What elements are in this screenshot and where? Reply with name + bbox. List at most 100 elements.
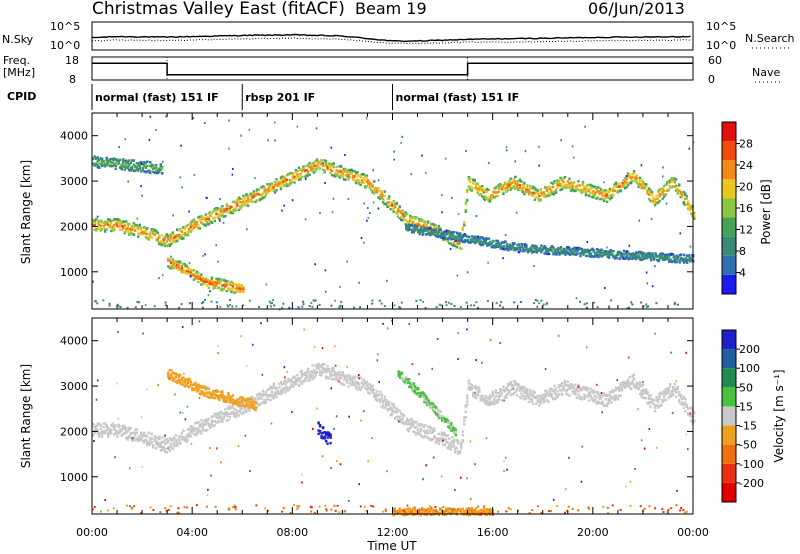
heatmap-cell xyxy=(480,240,483,243)
heatmap-cell xyxy=(537,248,540,252)
heatmap-cell xyxy=(541,397,544,400)
heatmap-cell xyxy=(119,428,122,432)
heatmap-cell xyxy=(548,187,552,191)
heatmap-cell xyxy=(228,209,232,212)
heatmap-cell xyxy=(388,403,391,407)
heatmap-cell xyxy=(669,185,672,188)
heatmap-cell xyxy=(176,264,179,267)
heatmap-cell xyxy=(406,212,409,216)
heatmap-cell xyxy=(326,442,329,445)
heatmap-cell xyxy=(496,191,499,194)
heatmap-cell xyxy=(607,189,610,192)
heatmap-cell xyxy=(487,237,491,240)
heatmap-cell xyxy=(126,165,129,168)
heatmap-cell xyxy=(632,385,636,388)
heatmap-cell xyxy=(314,299,317,302)
heatmap-cell xyxy=(626,181,630,185)
heatmap-cell xyxy=(499,304,501,307)
heatmap-cell xyxy=(632,169,636,173)
heatmap-cell xyxy=(626,184,630,187)
heatmap-cell xyxy=(461,430,464,433)
heatmap-cell xyxy=(137,235,140,238)
heatmap-cell xyxy=(425,430,428,434)
heatmap-cell xyxy=(391,208,394,211)
heatmap-cell xyxy=(451,231,454,234)
heatmap-cell xyxy=(557,384,561,387)
heatmap-cell xyxy=(134,431,137,434)
heatmap-cell xyxy=(201,302,204,305)
heatmap-cell xyxy=(197,280,200,284)
heatmap-cell xyxy=(440,431,443,434)
heatmap-cell xyxy=(362,378,365,382)
heatmap-cell xyxy=(653,199,657,202)
heatmap-cell xyxy=(470,385,473,389)
heatmap-cell xyxy=(567,251,570,254)
heatmap-cell xyxy=(480,236,483,239)
heatmap-cell xyxy=(185,269,188,273)
heatmap-cell xyxy=(134,224,137,228)
heatmap-cell xyxy=(195,433,199,436)
heatmap-cell xyxy=(180,266,183,270)
heatmap-cell xyxy=(428,438,431,441)
heatmap-cell xyxy=(640,301,643,304)
heatmap-cell xyxy=(526,250,530,254)
heatmap-cell xyxy=(249,400,253,404)
heatmap-cell xyxy=(410,421,413,424)
heatmap-cell xyxy=(290,378,293,382)
heatmap-cell xyxy=(176,260,179,263)
heatmap-cell xyxy=(119,219,122,222)
heatmap-cell xyxy=(201,222,205,225)
heatmap-cell xyxy=(318,162,322,165)
heatmap-cell xyxy=(532,390,535,393)
heatmap-cell xyxy=(628,376,631,379)
heatmap-cell xyxy=(521,190,525,194)
heatmap-cell xyxy=(544,394,547,397)
heatmap-cell xyxy=(299,174,302,177)
heatmap-cell xyxy=(125,163,128,167)
heatmap-cell xyxy=(314,371,317,374)
heatmap-cell xyxy=(580,398,583,401)
heatmap-cell xyxy=(467,382,470,385)
heatmap-cell xyxy=(137,437,140,440)
heatmap-cell xyxy=(212,424,215,428)
heatmap-cell xyxy=(218,214,221,217)
heatmap-cell xyxy=(143,434,146,438)
heatmap-cell xyxy=(505,181,508,184)
heatmap-cell xyxy=(553,190,556,194)
heatmap-cell xyxy=(590,191,594,194)
heatmap-cell xyxy=(662,398,666,402)
heatmap-cell xyxy=(438,303,441,306)
heatmap-cell xyxy=(572,389,576,393)
heatmap-cell xyxy=(222,287,226,291)
heatmap-cell xyxy=(420,227,423,230)
heatmap-cell xyxy=(500,300,503,303)
heatmap-cell xyxy=(94,299,97,302)
heatmap-cell xyxy=(479,193,482,196)
heatmap-cell xyxy=(200,389,203,393)
heatmap-cell xyxy=(652,402,655,405)
heatmap-cell xyxy=(213,424,217,427)
heatmap-cell xyxy=(632,171,636,175)
heatmap-cell xyxy=(687,200,690,203)
heatmap-cell xyxy=(221,288,224,292)
heatmap-cell xyxy=(192,226,196,230)
heatmap-cell xyxy=(490,197,493,200)
heatmap-cell xyxy=(179,260,182,264)
heatmap-cell xyxy=(680,258,683,261)
heatmap-cell xyxy=(144,236,147,239)
heatmap-cell xyxy=(132,226,135,229)
heatmap-cell xyxy=(120,165,123,168)
heatmap-cell xyxy=(216,416,220,420)
heatmap-cell xyxy=(427,228,430,231)
heatmap-cell xyxy=(611,390,615,393)
heatmap-cell xyxy=(571,182,574,185)
heatmap-cell xyxy=(453,429,456,432)
heatmap-cell xyxy=(174,444,177,447)
heatmap-cell xyxy=(604,398,607,401)
heatmap-cell xyxy=(108,164,111,167)
heatmap-cell xyxy=(311,371,314,374)
heatmap-cell xyxy=(655,399,658,402)
heatmap-cell xyxy=(137,227,140,230)
heatmap-cell xyxy=(129,433,132,436)
heatmap-cell xyxy=(649,405,652,408)
